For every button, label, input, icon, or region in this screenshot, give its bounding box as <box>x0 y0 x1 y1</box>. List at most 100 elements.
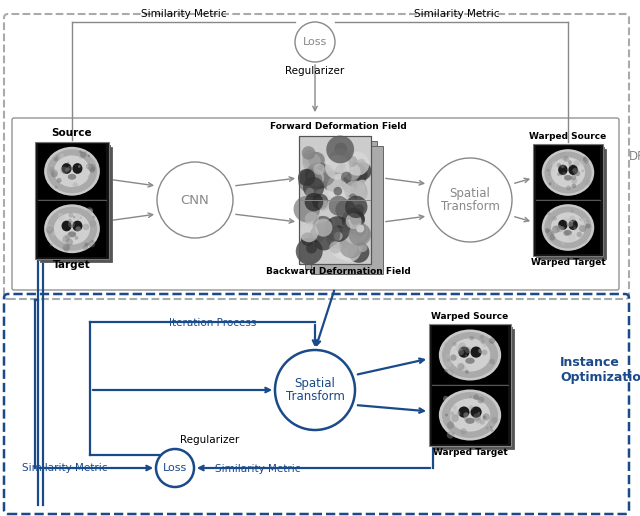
Circle shape <box>349 223 371 246</box>
Circle shape <box>551 169 554 172</box>
Circle shape <box>295 22 335 62</box>
Circle shape <box>490 429 493 432</box>
Circle shape <box>347 156 358 167</box>
Circle shape <box>556 224 561 231</box>
Circle shape <box>84 243 88 247</box>
Circle shape <box>443 396 449 401</box>
Circle shape <box>452 372 456 377</box>
Circle shape <box>63 241 66 244</box>
Circle shape <box>473 413 481 421</box>
Circle shape <box>307 169 324 186</box>
Ellipse shape <box>47 207 97 251</box>
Circle shape <box>300 223 318 242</box>
Circle shape <box>339 234 364 258</box>
Circle shape <box>349 184 368 202</box>
Circle shape <box>445 414 448 416</box>
Circle shape <box>338 239 361 262</box>
Circle shape <box>307 174 321 189</box>
Circle shape <box>583 157 589 163</box>
Bar <box>536 147 604 257</box>
Circle shape <box>469 336 474 341</box>
Circle shape <box>298 169 323 193</box>
Circle shape <box>326 225 348 248</box>
Circle shape <box>451 354 457 361</box>
Ellipse shape <box>458 407 470 418</box>
Circle shape <box>90 220 96 227</box>
Circle shape <box>481 340 485 344</box>
Circle shape <box>335 142 347 155</box>
Circle shape <box>342 162 367 187</box>
Circle shape <box>486 427 488 429</box>
Circle shape <box>583 157 587 162</box>
Circle shape <box>305 193 323 212</box>
Circle shape <box>51 170 58 177</box>
Ellipse shape <box>442 392 498 438</box>
Circle shape <box>559 152 567 160</box>
Ellipse shape <box>72 163 83 174</box>
Circle shape <box>345 196 367 218</box>
Circle shape <box>573 227 577 230</box>
Circle shape <box>68 166 72 170</box>
Ellipse shape <box>545 206 591 249</box>
Circle shape <box>445 353 450 358</box>
Bar <box>311 146 383 274</box>
Circle shape <box>350 212 365 227</box>
Bar <box>432 327 512 447</box>
Circle shape <box>563 230 569 236</box>
Circle shape <box>78 165 81 168</box>
Circle shape <box>548 182 552 185</box>
Circle shape <box>306 188 314 196</box>
Ellipse shape <box>558 220 568 230</box>
Circle shape <box>54 157 58 162</box>
Circle shape <box>324 216 351 242</box>
Text: Similarity Metric: Similarity Metric <box>141 9 227 19</box>
Bar <box>38 144 110 260</box>
Circle shape <box>88 209 93 213</box>
Circle shape <box>460 428 467 434</box>
Text: Loss: Loss <box>163 463 187 473</box>
Circle shape <box>88 155 90 157</box>
Text: Transform: Transform <box>285 390 344 402</box>
Circle shape <box>346 213 362 229</box>
Circle shape <box>89 166 92 168</box>
Circle shape <box>559 173 562 176</box>
Circle shape <box>568 160 572 164</box>
Ellipse shape <box>450 338 490 372</box>
Circle shape <box>328 196 349 216</box>
Circle shape <box>579 225 586 232</box>
Circle shape <box>583 156 586 159</box>
Circle shape <box>356 159 366 168</box>
Circle shape <box>57 178 61 183</box>
Circle shape <box>483 341 488 347</box>
Circle shape <box>447 359 449 362</box>
Circle shape <box>305 212 319 226</box>
Circle shape <box>335 164 351 180</box>
Circle shape <box>586 223 591 229</box>
Circle shape <box>457 412 461 416</box>
Text: Warped Source: Warped Source <box>529 132 607 141</box>
Circle shape <box>302 153 321 171</box>
Circle shape <box>493 360 496 363</box>
Circle shape <box>557 163 561 168</box>
Circle shape <box>46 226 54 234</box>
Circle shape <box>473 394 479 400</box>
Circle shape <box>452 342 457 346</box>
Circle shape <box>546 169 550 172</box>
Circle shape <box>75 236 78 240</box>
Circle shape <box>68 213 74 218</box>
Circle shape <box>296 238 323 265</box>
Circle shape <box>584 159 588 164</box>
Circle shape <box>475 334 479 338</box>
Circle shape <box>458 349 464 355</box>
Circle shape <box>65 168 70 172</box>
Circle shape <box>88 174 94 181</box>
Text: Loss: Loss <box>303 37 327 47</box>
Ellipse shape <box>54 213 90 245</box>
Circle shape <box>275 350 355 430</box>
Circle shape <box>157 162 233 238</box>
Circle shape <box>313 223 326 236</box>
Circle shape <box>301 232 314 246</box>
Bar <box>434 329 514 449</box>
Ellipse shape <box>47 149 97 193</box>
Circle shape <box>92 240 93 242</box>
